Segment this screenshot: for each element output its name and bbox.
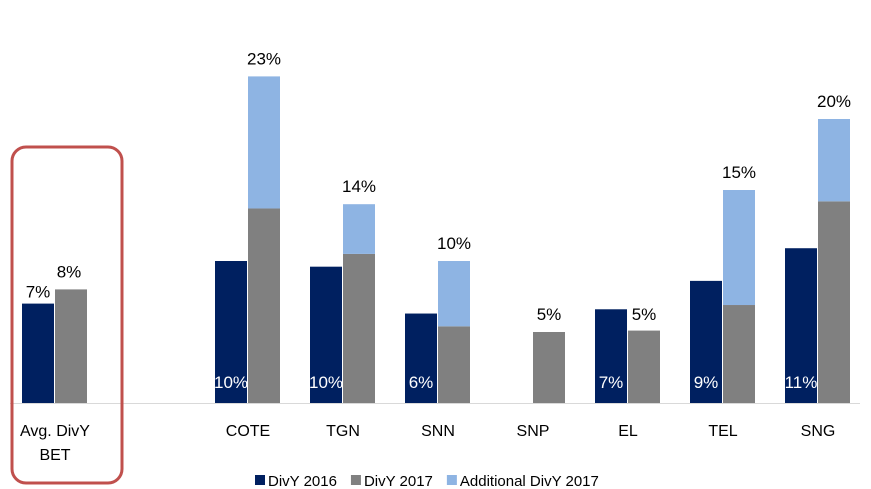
bar [595, 309, 627, 403]
legend-swatch [446, 475, 457, 485]
legend-label: Additional DivY 2017 [460, 473, 599, 489]
bar [818, 201, 850, 403]
data-label: 10% [309, 373, 343, 392]
x-tick-label: SNP [516, 423, 550, 440]
bar [533, 332, 565, 403]
legend-swatch [350, 475, 361, 485]
data-label: 7% [26, 283, 51, 302]
bar [343, 204, 375, 254]
data-label: 6% [409, 373, 434, 392]
data-label: 9% [694, 373, 719, 392]
bar [215, 261, 247, 403]
bar [818, 119, 850, 202]
bar [343, 253, 375, 403]
x-tick-label: EL [618, 423, 638, 440]
legend-swatch [255, 475, 265, 485]
legend-label: DivY 2017 [364, 473, 433, 489]
data-label: 10% [214, 373, 248, 392]
bar [248, 208, 280, 403]
legend-label: DivY 2016 [268, 473, 337, 489]
bar [438, 326, 470, 403]
bar [785, 248, 817, 403]
highlight-box [10, 145, 124, 485]
x-tick-label: TEL [708, 423, 738, 440]
x-tick-label: TGN [326, 423, 360, 440]
total-label: 10% [437, 234, 471, 253]
bar [723, 190, 755, 306]
x-tick-label: SNN [421, 423, 455, 440]
total-label: 14% [342, 177, 376, 196]
total-label: 23% [247, 49, 281, 68]
total-label: 8% [57, 262, 82, 281]
bar [723, 305, 755, 403]
bar [405, 313, 437, 403]
total-label: 20% [817, 92, 851, 111]
data-label: 11% [785, 373, 818, 392]
bar [690, 280, 722, 403]
total-label: 5% [632, 305, 657, 324]
bar [22, 303, 54, 403]
bar [248, 76, 280, 209]
bar [438, 261, 470, 327]
x-tick-label: Avg. DivY BET [20, 423, 90, 464]
bar [310, 266, 342, 403]
bar [55, 289, 87, 403]
x-tick-label: SNG [800, 423, 836, 440]
bar [628, 330, 660, 403]
total-label: 5% [537, 305, 562, 324]
total-label: 15% [722, 163, 756, 182]
x-tick-label: COTE [225, 423, 271, 440]
data-label: 7% [599, 373, 624, 392]
